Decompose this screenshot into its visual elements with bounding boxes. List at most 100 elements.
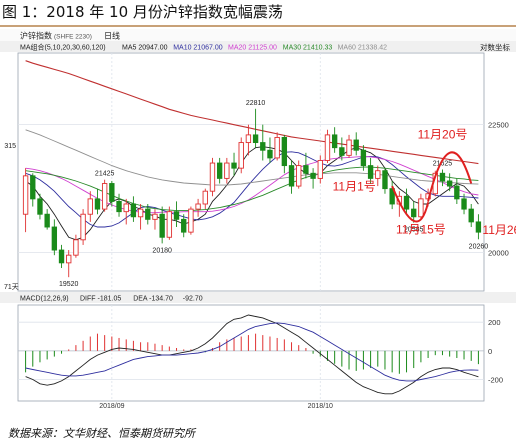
candle-up (22, 175, 29, 215)
scale-mode-label: 对数坐标 (480, 42, 510, 52)
tab-title: 沪锌指数 (20, 31, 52, 41)
price-extreme-label: 21425 (95, 171, 115, 178)
macd-readout: -92.70 (183, 296, 203, 303)
candle-down (116, 200, 122, 213)
annotation-arc (391, 185, 430, 223)
date-annotation: 11月15号 (396, 223, 446, 237)
ma-legend-bar (0, 41, 516, 52)
macd-readout: DIFF -181.05 (80, 296, 121, 303)
candle-down (310, 172, 316, 179)
candle-down (145, 208, 151, 220)
price-y-tick: 22500 (488, 121, 509, 130)
candle-up (195, 203, 201, 210)
ma-readout-ma10: MA10 21067.00 (173, 45, 223, 52)
price-extreme-label: 22810 (246, 100, 266, 107)
candle-down (109, 183, 115, 202)
candle-up (152, 213, 158, 220)
source-note: 数据来源：文华财经、恒泰期货研究所 (8, 427, 195, 440)
price-extreme-label: 21625 (433, 160, 453, 167)
candle-down (281, 137, 288, 167)
ma60-line (25, 129, 479, 186)
candle-down (252, 134, 259, 144)
macd-y-tick: 200 (488, 318, 501, 327)
candle-down (130, 203, 137, 218)
price-extreme-label: 20180 (152, 247, 172, 254)
candle-down (439, 172, 446, 182)
ma-group-label: MA组合(5,10,20,30,60,120) (20, 43, 106, 52)
candle-down (51, 226, 58, 251)
candle-down (267, 149, 273, 159)
candle-up (274, 137, 280, 159)
tab-code: (SHFE 2230) (54, 34, 92, 41)
candle-up (238, 142, 244, 169)
annotation-arc (427, 151, 473, 202)
candle-up (245, 134, 252, 144)
candle-down (44, 213, 50, 228)
candle-down (331, 134, 338, 149)
candle-up (418, 198, 424, 218)
ma10-line (25, 151, 479, 228)
date-annotation: 11月20号 (418, 127, 468, 141)
candle-down (231, 162, 237, 169)
macd-y-tick: 0 (488, 347, 492, 356)
tab-bar (0, 29, 516, 41)
candle-up (73, 239, 79, 256)
candle-up (87, 198, 93, 215)
candle-up (66, 254, 72, 264)
ma-readout-ma20: MA20 21125.00 (228, 45, 277, 52)
price-extreme-label: 19520 (59, 281, 79, 288)
candle-down (411, 208, 417, 218)
candle-down (461, 198, 467, 210)
candle-up (101, 183, 108, 210)
price-plot-frame (17, 52, 485, 292)
macd-diff-line (25, 314, 479, 395)
macd-y-tick: -200 (488, 376, 503, 385)
candle-down (468, 208, 474, 223)
candle-down (216, 162, 223, 179)
candle-down (181, 218, 187, 233)
candle-down (454, 185, 460, 200)
price-extreme-label: 20585 (404, 227, 424, 234)
candle-up (80, 213, 86, 241)
candle-up (166, 211, 173, 238)
candle-up (346, 139, 352, 156)
candle-down (288, 165, 295, 187)
candle-up (202, 190, 208, 205)
candle-up (188, 208, 194, 233)
candle-down (173, 211, 180, 220)
candle-up (209, 162, 216, 192)
candle-up (324, 134, 331, 161)
macd-readout: DEA -134.70 (133, 296, 173, 303)
candle-down (260, 142, 266, 151)
candle-down (360, 149, 367, 167)
period-count-label: 71天 (4, 283, 19, 291)
macd-legend-bar (0, 292, 516, 303)
candle-down (382, 170, 388, 190)
candle-down (475, 221, 482, 233)
candle-up (137, 208, 144, 218)
date-axis-tick: 2018/09 (99, 403, 124, 410)
macd-label: MACD(12,26,9) (20, 296, 69, 303)
figure-title: 图 1：2018 年 10 月份沪锌指数宽幅震荡 (2, 3, 283, 21)
candle-down (303, 165, 309, 174)
ma5-line (25, 146, 479, 241)
candle-down (94, 198, 101, 210)
price-extreme-label: 20260 (469, 243, 489, 250)
candle-down (30, 175, 36, 200)
macd-dea-line (25, 322, 479, 382)
date-annotation: 11月26号 (482, 223, 516, 237)
candle-down (403, 195, 410, 210)
ma30-line (25, 166, 479, 212)
ma120-line (25, 60, 479, 165)
candle-up (224, 162, 230, 179)
title-rule (0, 25, 516, 27)
candle-down (339, 147, 345, 156)
candle-down (37, 198, 43, 215)
candle-down (367, 165, 374, 179)
candle-up (317, 160, 323, 179)
candle-down (446, 180, 453, 187)
candle-down (353, 139, 359, 151)
ma-readout-ma60: MA60 21338.42 (338, 45, 388, 52)
date-axis-tick: 2018/10 (308, 403, 333, 410)
